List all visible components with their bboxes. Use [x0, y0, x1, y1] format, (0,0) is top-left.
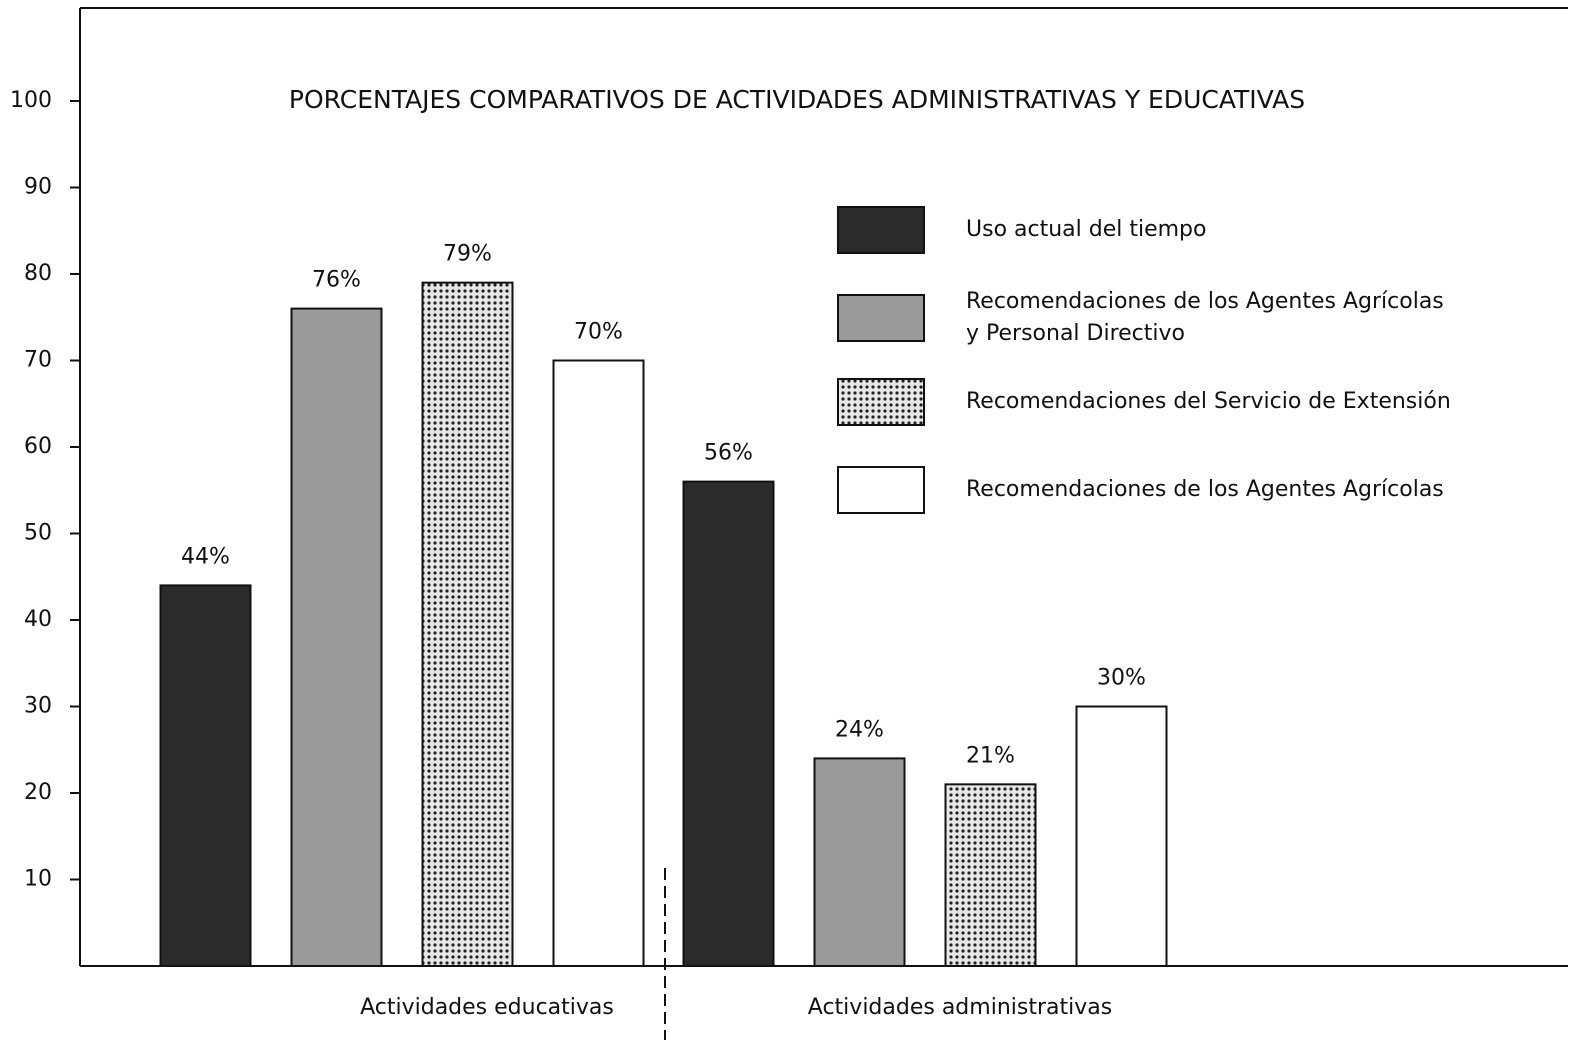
- value-label: 70%: [574, 320, 623, 345]
- legend-entry: Recomendaciones de los Agentes Agrícolas…: [966, 289, 1444, 346]
- y-tick-label: 10: [24, 867, 52, 892]
- bar: [290, 307, 383, 968]
- legend-swatch: [837, 206, 925, 254]
- legend-label: Uso actual del tiempo: [966, 217, 1207, 242]
- bar: [421, 281, 514, 967]
- y-tick-label: 70: [24, 348, 52, 373]
- x-tick-label: Actividades educativas: [360, 995, 614, 1020]
- legend-entry: Recomendaciones del Servicio de Extensió…: [966, 389, 1451, 414]
- bar: [944, 783, 1037, 967]
- y-tick-label: 100: [10, 88, 52, 113]
- chart-title: PORCENTAJES COMPARATIVOS DE ACTIVIDADES …: [289, 85, 1305, 114]
- legend-swatch: [837, 294, 925, 342]
- legend-label: Recomendaciones del Servicio de Extensió…: [966, 389, 1451, 414]
- y-tick-label: 30: [24, 694, 52, 719]
- legend-label: Recomendaciones de los Agentes Agrícolas: [966, 477, 1444, 502]
- x-tick-label: Actividades administrativas: [808, 995, 1112, 1020]
- value-label: 24%: [835, 717, 884, 742]
- legend-entry: Uso actual del tiempo: [966, 217, 1207, 242]
- value-label: 21%: [966, 743, 1015, 768]
- legend-entry: Recomendaciones de los Agentes Agrícolas: [966, 477, 1444, 502]
- legend-label: Recomendaciones de los Agentes Agrícolas…: [966, 289, 1444, 346]
- bar: [682, 480, 775, 967]
- value-label: 44%: [181, 544, 230, 569]
- value-label: 79%: [443, 242, 492, 267]
- bar: [159, 584, 252, 968]
- legend-swatch: [837, 466, 925, 514]
- y-tick-label: 20: [24, 780, 52, 805]
- legend-swatch: [837, 378, 925, 426]
- y-tick-label: 90: [24, 175, 52, 200]
- y-tick-label: 40: [24, 607, 52, 632]
- y-tick-label: 60: [24, 434, 52, 459]
- bar: [813, 757, 906, 968]
- y-tick-label: 50: [24, 521, 52, 546]
- bar: [1075, 705, 1168, 967]
- value-label: 76%: [312, 268, 361, 293]
- bar: [552, 359, 645, 967]
- value-label: 56%: [704, 441, 753, 466]
- y-tick-label: 80: [24, 261, 52, 286]
- value-label: 30%: [1097, 666, 1146, 691]
